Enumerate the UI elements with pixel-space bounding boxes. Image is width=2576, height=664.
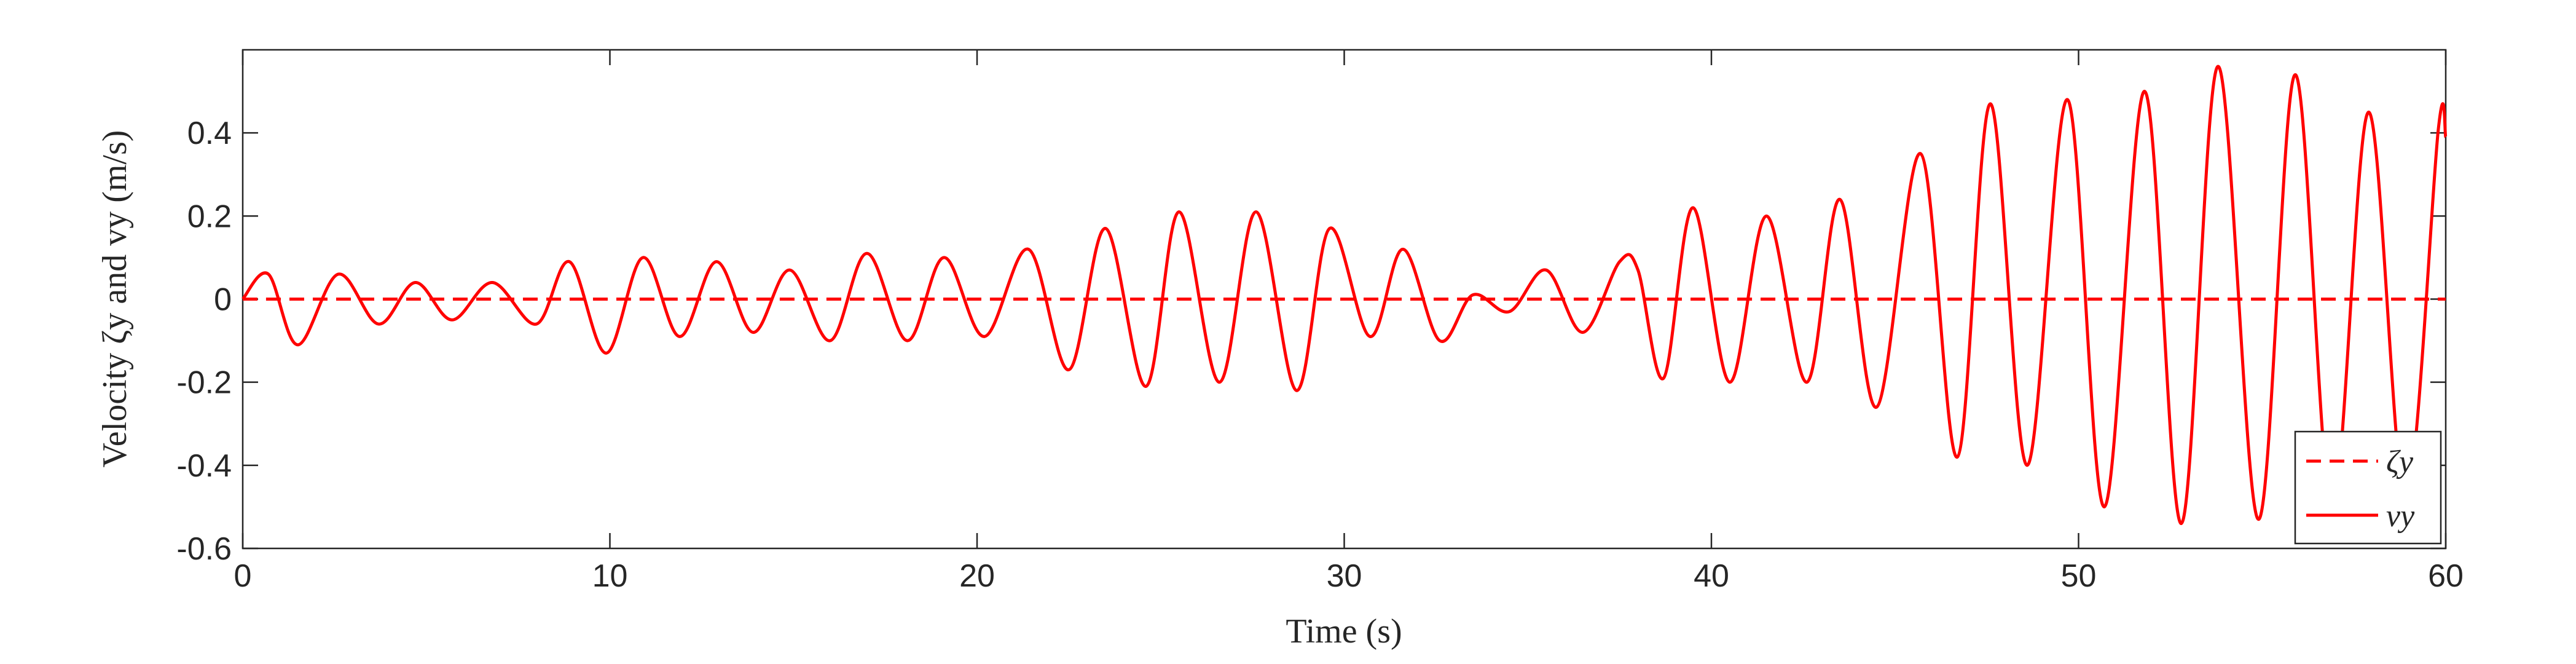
x-tick-label: 60 [2428, 558, 2464, 594]
y-tick-label: 0.2 [187, 199, 232, 234]
x-tick-label: 10 [592, 558, 628, 594]
y-tick-label: -0.4 [176, 448, 232, 484]
x-tick-label: 0 [234, 558, 252, 594]
y-tick-label: -0.6 [176, 531, 232, 567]
x-tick-label: 30 [1327, 558, 1362, 594]
legend-label: vy [2386, 499, 2415, 534]
series-line [242, 65, 2448, 525]
y-tick-label: 0 [214, 282, 232, 318]
y-tick-label: 0.4 [187, 116, 232, 151]
x-axis-label: Time (s) [1286, 612, 1402, 650]
x-tick-label: 40 [1694, 558, 1729, 594]
legend-label: ζy [2386, 445, 2414, 480]
y-tick-label: -0.2 [176, 365, 232, 401]
y-axis-label: Velocity ζy and vy (m/s) [96, 130, 134, 468]
x-tick-label: 50 [2061, 558, 2097, 594]
legend-box [2294, 430, 2442, 545]
x-tick-label: 20 [959, 558, 995, 594]
